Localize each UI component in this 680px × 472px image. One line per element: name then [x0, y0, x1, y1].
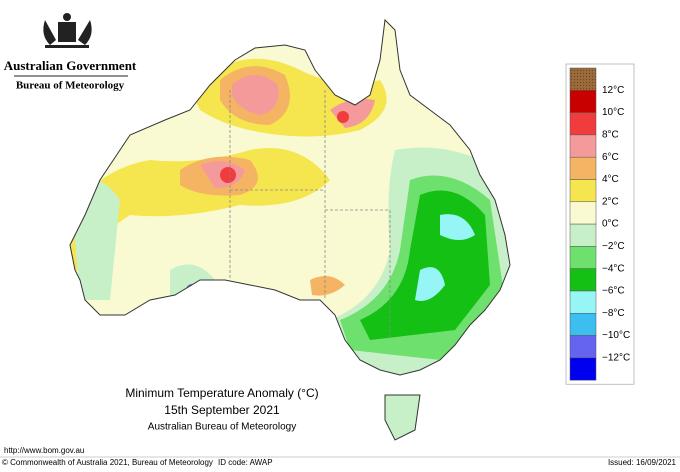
legend-label: 6°C [602, 152, 619, 163]
legend-label: 10°C [602, 107, 624, 118]
legend-label: −10°C [602, 330, 630, 341]
legend-label: −8°C [602, 308, 625, 319]
coastline [69, 18, 511, 441]
legend-swatch [569, 67, 597, 91]
legend-label: −4°C [602, 263, 625, 274]
footer-issued: Issued: 16/09/2021 [608, 458, 677, 467]
footer-id-code: ID code: AWAP [218, 458, 273, 467]
map-source: Australian Bureau of Meteorology [148, 422, 296, 433]
legend-label: 12°C [602, 85, 624, 96]
coat-of-arms [43, 13, 92, 48]
legend-swatch [569, 223, 597, 247]
legend-swatch [569, 90, 597, 113]
legend: 12°C 10°C 8°C 6°C 4°C 2°C 0°C −2°C −4°C −6°C −8°C −… [565, 63, 635, 385]
legend-frame [565, 63, 635, 385]
map-date: 15th September 2021 [164, 403, 280, 417]
legend-swatch [569, 335, 597, 359]
legend-label: 0°C [602, 219, 619, 230]
legend-label: 8°C [602, 130, 619, 141]
legend-swatch [569, 179, 597, 203]
footer-copyright: © Commonwealth of Australia 2021, Bureau… [2, 458, 213, 467]
legend-label: 4°C [602, 174, 619, 185]
legend-swatch [569, 156, 597, 180]
legend-swatch [569, 246, 597, 269]
legend-swatch [569, 201, 597, 225]
footer-url: http://www.bom.gov.au [4, 446, 84, 455]
legend-label: −6°C [602, 286, 625, 297]
legend-swatch [569, 313, 597, 336]
agency-name: Bureau of Meteorology [16, 80, 125, 92]
legend-swatch [569, 357, 597, 381]
legend-label: −12°C [602, 353, 630, 364]
government-name: Australian Government [4, 58, 137, 73]
legend-label: 2°C [602, 196, 619, 207]
legend-label: −2°C [602, 241, 625, 252]
legend-swatch [569, 112, 597, 136]
state-borders [229, 90, 391, 340]
legend-swatch [569, 290, 597, 314]
map-title: Minimum Temperature Anomaly (°C) [125, 386, 318, 400]
legend-swatch [569, 134, 597, 158]
legend-swatch [569, 268, 597, 292]
